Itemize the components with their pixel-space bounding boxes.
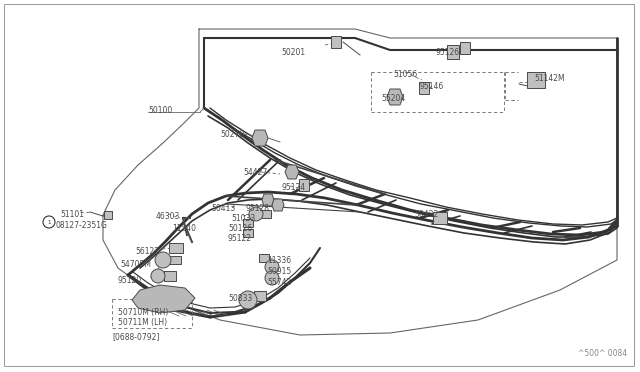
Polygon shape [252,130,268,146]
Polygon shape [387,89,403,105]
Polygon shape [419,82,429,94]
Circle shape [265,271,279,285]
Text: 46303: 46303 [156,212,180,221]
Text: 51142M: 51142M [534,74,564,83]
Polygon shape [433,212,447,224]
Polygon shape [331,36,341,48]
Circle shape [249,207,263,221]
Text: 51101: 51101 [60,210,84,219]
Polygon shape [285,165,299,179]
Circle shape [265,260,279,274]
Text: 54705M: 54705M [120,260,151,269]
Text: 08127-2351G: 08127-2351G [55,221,107,230]
Text: 95146: 95146 [420,82,444,91]
Text: 1: 1 [47,219,51,224]
Text: 50432: 50432 [414,210,438,219]
Polygon shape [447,45,459,59]
Polygon shape [104,211,112,219]
Text: 95124: 95124 [281,183,305,192]
Text: [0688-0792]: [0688-0792] [112,332,159,341]
Text: 51033: 51033 [231,214,255,223]
Polygon shape [169,256,181,264]
Circle shape [155,252,171,268]
Polygon shape [254,291,266,301]
Polygon shape [243,229,253,237]
Text: 50710M (RH): 50710M (RH) [118,308,168,317]
Text: 50270: 50270 [220,130,244,139]
Text: 95128: 95128 [246,204,270,213]
Polygon shape [299,179,309,191]
Polygon shape [132,285,195,313]
Text: 50711M (LH): 50711M (LH) [118,318,167,327]
Text: 11336: 11336 [267,256,291,265]
Text: 54427: 54427 [243,168,268,177]
Text: 50201: 50201 [281,48,305,57]
Text: 55742: 55742 [267,278,291,287]
Text: 50100: 50100 [148,106,172,115]
Text: 56122: 56122 [135,247,159,256]
Circle shape [151,269,165,283]
Text: 11240: 11240 [172,224,196,233]
Text: 50126: 50126 [228,224,252,233]
Polygon shape [272,199,284,211]
Text: 95126: 95126 [436,48,460,57]
Text: 51056: 51056 [393,70,417,79]
Polygon shape [259,254,269,262]
Text: 95120: 95120 [118,276,142,285]
Polygon shape [262,194,274,206]
Text: 55204: 55204 [381,94,405,103]
Circle shape [239,291,257,309]
Polygon shape [261,210,271,218]
Polygon shape [527,72,545,88]
Polygon shape [243,219,253,227]
Polygon shape [460,42,470,54]
Polygon shape [164,271,176,281]
Text: 50915: 50915 [267,267,291,276]
Text: ^500^ 0084: ^500^ 0084 [578,349,627,358]
Text: 50413: 50413 [211,204,236,213]
Polygon shape [169,243,183,253]
Text: 95122: 95122 [228,234,252,243]
Text: 50833: 50833 [228,294,252,303]
